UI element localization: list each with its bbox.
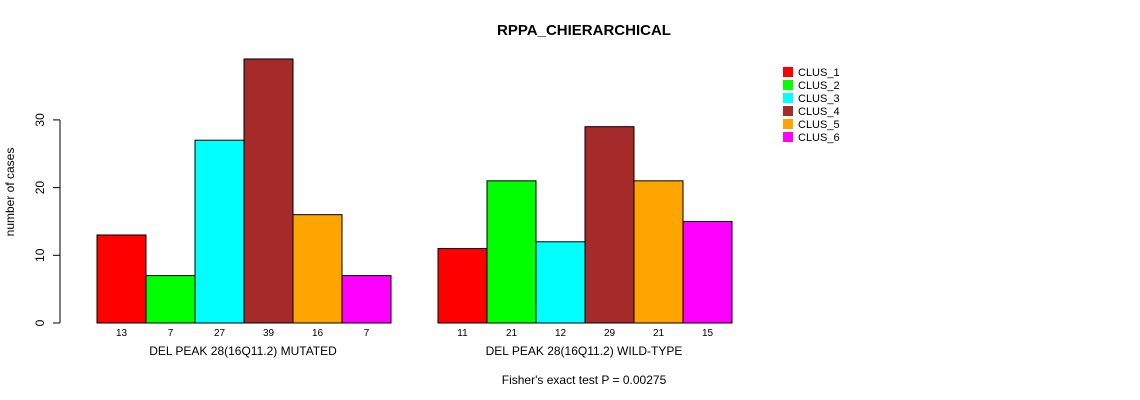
bar-count-label: 29 xyxy=(604,328,616,339)
bar-clus-4 xyxy=(584,126,635,324)
fisher-test-footnote: Fisher's exact test P = 0.00275 xyxy=(502,373,667,387)
y-axis: 0 10 20 30 xyxy=(33,113,61,326)
y-tick-label: 0 xyxy=(33,319,47,326)
y-tick-label: 20 xyxy=(33,181,47,195)
chart-title: RPPA_CHIERARCHICAL xyxy=(497,22,671,39)
legend-swatch xyxy=(783,132,793,142)
bar-count-label: 21 xyxy=(653,328,665,339)
y-tick-label: 10 xyxy=(33,248,47,262)
bar-clus-5 xyxy=(633,180,684,324)
bar-count-label: 11 xyxy=(457,328,468,339)
bar-count-label: 16 xyxy=(312,328,324,339)
legend-label: CLUS_5 xyxy=(798,119,840,131)
bar-count-label: 12 xyxy=(555,328,567,339)
group-label-mutated: DEL PEAK 28(16Q11.2) MUTATED xyxy=(149,344,337,358)
group-label-wild-type: DEL PEAK 28(16Q11.2) WILD-TYPE xyxy=(486,344,683,358)
bar-clus-4 xyxy=(243,58,294,324)
bar-count-label: 7 xyxy=(168,328,174,339)
legend-swatch xyxy=(783,106,793,116)
legend-swatch xyxy=(783,80,793,90)
y-axis-label: number of cases xyxy=(3,148,17,237)
count-labels: 13 7 27 39 16 7 11 21 12 29 21 15 xyxy=(116,328,714,339)
bar-count-label: 15 xyxy=(702,328,714,339)
bar-count-label: 39 xyxy=(263,328,275,339)
bar-count-label: 27 xyxy=(214,328,226,339)
legend-label: CLUS_3 xyxy=(798,93,840,105)
legend-swatch xyxy=(783,67,793,77)
legend-label: CLUS_6 xyxy=(798,132,840,144)
bar-clus-2 xyxy=(486,180,537,324)
legend-swatch xyxy=(783,119,793,129)
legend-label: CLUS_1 xyxy=(798,67,840,79)
bars xyxy=(96,58,733,324)
bar-clus-1 xyxy=(437,248,488,324)
bar-clus-3 xyxy=(194,139,245,324)
y-tick-label: 30 xyxy=(33,113,47,127)
bar-count-label: 21 xyxy=(506,328,518,339)
bar-clus-6 xyxy=(341,275,392,324)
bar-clus-1 xyxy=(96,234,147,324)
bar-clus-2 xyxy=(145,275,196,324)
bar-count-label: 7 xyxy=(364,328,370,339)
legend-swatch xyxy=(783,93,793,103)
bar-clus-3 xyxy=(535,241,586,324)
legend-label: CLUS_2 xyxy=(798,80,840,92)
legend-label: CLUS_4 xyxy=(798,106,840,118)
bar-count-label: 13 xyxy=(116,328,128,339)
bar-clus-5 xyxy=(292,214,343,324)
bar-clus-6 xyxy=(682,220,733,324)
